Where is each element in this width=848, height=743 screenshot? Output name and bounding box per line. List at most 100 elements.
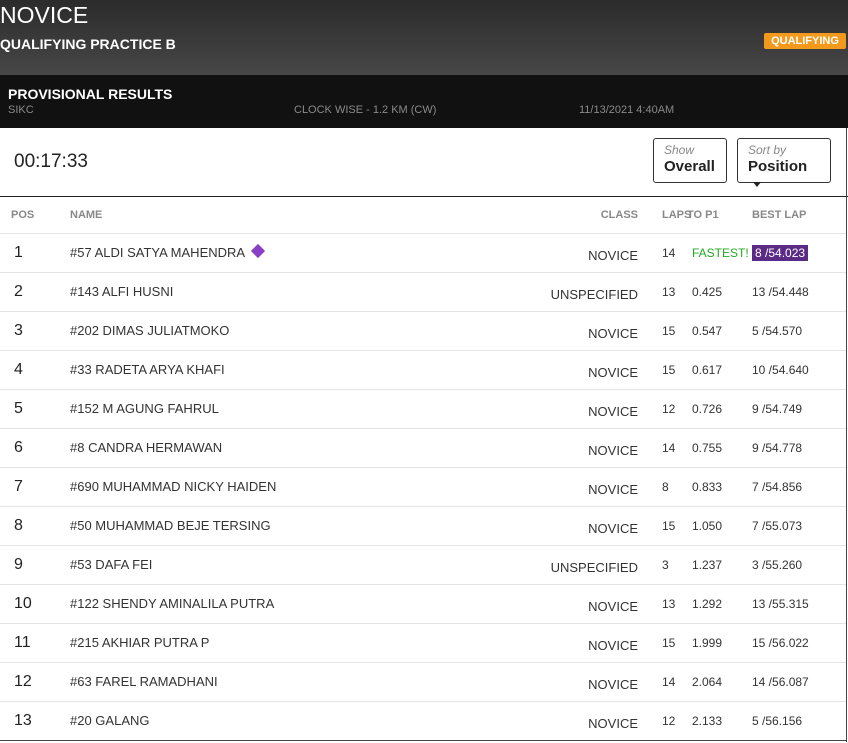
- gap-to-p1: FASTEST!: [692, 246, 749, 260]
- row-divider: [0, 545, 846, 546]
- driver-name: #143 ALFI HUSNI: [70, 284, 173, 299]
- column-header: NAME: [70, 209, 103, 221]
- laps: 14: [662, 441, 676, 455]
- driver-name: #122 SHENDY AMINALILA PUTRA: [70, 596, 274, 611]
- best-lap: 5 /56.156: [752, 714, 802, 728]
- class: NOVICE: [588, 326, 638, 341]
- column-header: TO P1: [687, 209, 719, 221]
- driver-name: #152 M AGUNG FAHRUL: [70, 401, 219, 416]
- best-lap-text: 9 /54.778: [752, 441, 803, 455]
- class: UNSPECIFIED: [550, 560, 638, 575]
- best-lap: 5 /54.570: [752, 324, 802, 338]
- best-lap-text: 14 /56.087: [752, 675, 809, 689]
- best-lap: 9 /54.749: [752, 402, 802, 416]
- laps: 12: [662, 714, 676, 728]
- column-header: BEST LAP: [752, 209, 807, 221]
- driver-name: #8 CANDRA HERMAWAN: [70, 440, 222, 455]
- gap-to-p1: 0.617: [692, 363, 723, 377]
- track-layout: CLOCK WISE - 1.2 KM (CW): [294, 104, 437, 116]
- best-lap-text: 7 /55.073: [752, 519, 803, 533]
- class: NOVICE: [588, 716, 638, 731]
- best-lap-text: 10 /54.640: [752, 363, 809, 377]
- driver-name: #57 ALDI SATYA MAHENDRA: [70, 243, 266, 260]
- position: 3: [14, 322, 23, 339]
- gap-to-p1: 0.726: [692, 402, 723, 416]
- sort-value-wrap: Position: [748, 158, 820, 192]
- class: NOVICE: [588, 404, 638, 419]
- row-divider: [0, 467, 846, 468]
- class: NOVICE: [588, 248, 638, 263]
- laps: 8: [662, 480, 669, 494]
- class: NOVICE: [588, 365, 638, 380]
- laps: 15: [662, 519, 676, 533]
- show-button[interactable]: Show Overall: [653, 138, 727, 183]
- best-lap: 15 /56.022: [752, 636, 809, 650]
- gap-to-p1: 2.064: [692, 675, 723, 689]
- row-divider: [0, 506, 846, 507]
- position: 4: [14, 361, 23, 378]
- best-lap-text: 9 /54.749: [752, 402, 803, 416]
- gap-to-p1: 1.999: [692, 636, 723, 650]
- laps: 15: [662, 324, 676, 338]
- position: 13: [14, 712, 32, 729]
- best-lap: 3 /55.260: [752, 558, 802, 572]
- driver-name: #202 DIMAS JULIATMOKO: [70, 323, 229, 338]
- laps: 12: [662, 402, 676, 416]
- position: 12: [14, 673, 32, 690]
- best-lap-text: 3 /55.260: [752, 558, 803, 572]
- driver-name: #690 MUHAMMAD NICKY HAIDEN: [70, 479, 276, 494]
- driver-name: #20 GALANG: [70, 713, 150, 728]
- session-title: QUALIFYING PRACTICE B: [0, 36, 176, 52]
- separator: [0, 196, 848, 197]
- gap-to-p1: 0.425: [692, 285, 723, 299]
- driver-name-text: #20 GALANG: [70, 713, 150, 728]
- best-lap: 7 /55.073: [752, 519, 802, 533]
- show-value: Overall: [664, 158, 715, 175]
- driver-name: #53 DAFA FEI: [70, 557, 152, 572]
- laps: 15: [662, 363, 676, 377]
- position: 7: [14, 478, 23, 495]
- driver-name-text: #202 DIMAS JULIATMOKO: [70, 323, 230, 338]
- event-title: NOVICE: [0, 2, 89, 28]
- gap-to-p1: 2.133: [692, 714, 723, 728]
- row-divider: [0, 311, 846, 312]
- row-divider: [0, 389, 846, 390]
- gap-to-p1: 0.755: [692, 441, 723, 455]
- session-badge: QUALIFYING: [764, 33, 846, 49]
- date: 11/13/2021 4:40AM: [579, 104, 675, 116]
- position: 8: [14, 517, 23, 534]
- best-lap: 13 /55.315: [752, 597, 809, 611]
- class: NOVICE: [588, 443, 638, 458]
- position: 2: [14, 283, 23, 300]
- row-divider: [0, 272, 846, 273]
- caret: [753, 181, 761, 187]
- laps: 14: [662, 246, 676, 260]
- sort-button[interactable]: Sort by Position: [737, 138, 831, 187]
- position: 5: [14, 400, 23, 417]
- row-divider: [0, 584, 846, 585]
- show-label: Show: [664, 143, 695, 157]
- column-header: CLASS: [600, 209, 638, 221]
- row-divider: [0, 428, 846, 429]
- laps: 13: [662, 597, 676, 611]
- row-divider: [0, 233, 846, 234]
- best-lap-text: 8 /54.023: [752, 245, 809, 261]
- best-lap: 9 /54.778: [752, 441, 802, 455]
- timer: 00:17:33: [14, 151, 88, 172]
- laps: 15: [662, 636, 676, 650]
- frame: [0, 740, 847, 741]
- sort-label: Sort by: [748, 143, 787, 157]
- row-divider: [0, 662, 846, 663]
- info-bar: PROVISIONAL RESULTS SIKC CLOCK WISE - 1.…: [0, 75, 848, 128]
- best-lap-text: 13 /54.448: [752, 285, 809, 299]
- column-header: LAPS: [662, 209, 692, 221]
- best-lap: 14 /56.087: [752, 675, 809, 689]
- frame: [846, 128, 847, 742]
- best-lap-text: 7 /54.856: [752, 480, 803, 494]
- class: UNSPECIFIED: [550, 287, 638, 302]
- driver-name-text: #53 DAFA FEI: [70, 557, 153, 572]
- class: NOVICE: [588, 638, 638, 653]
- class: NOVICE: [588, 599, 638, 614]
- header: NOVICE QUALIFYING PRACTICE B QUALIFYING: [0, 0, 848, 75]
